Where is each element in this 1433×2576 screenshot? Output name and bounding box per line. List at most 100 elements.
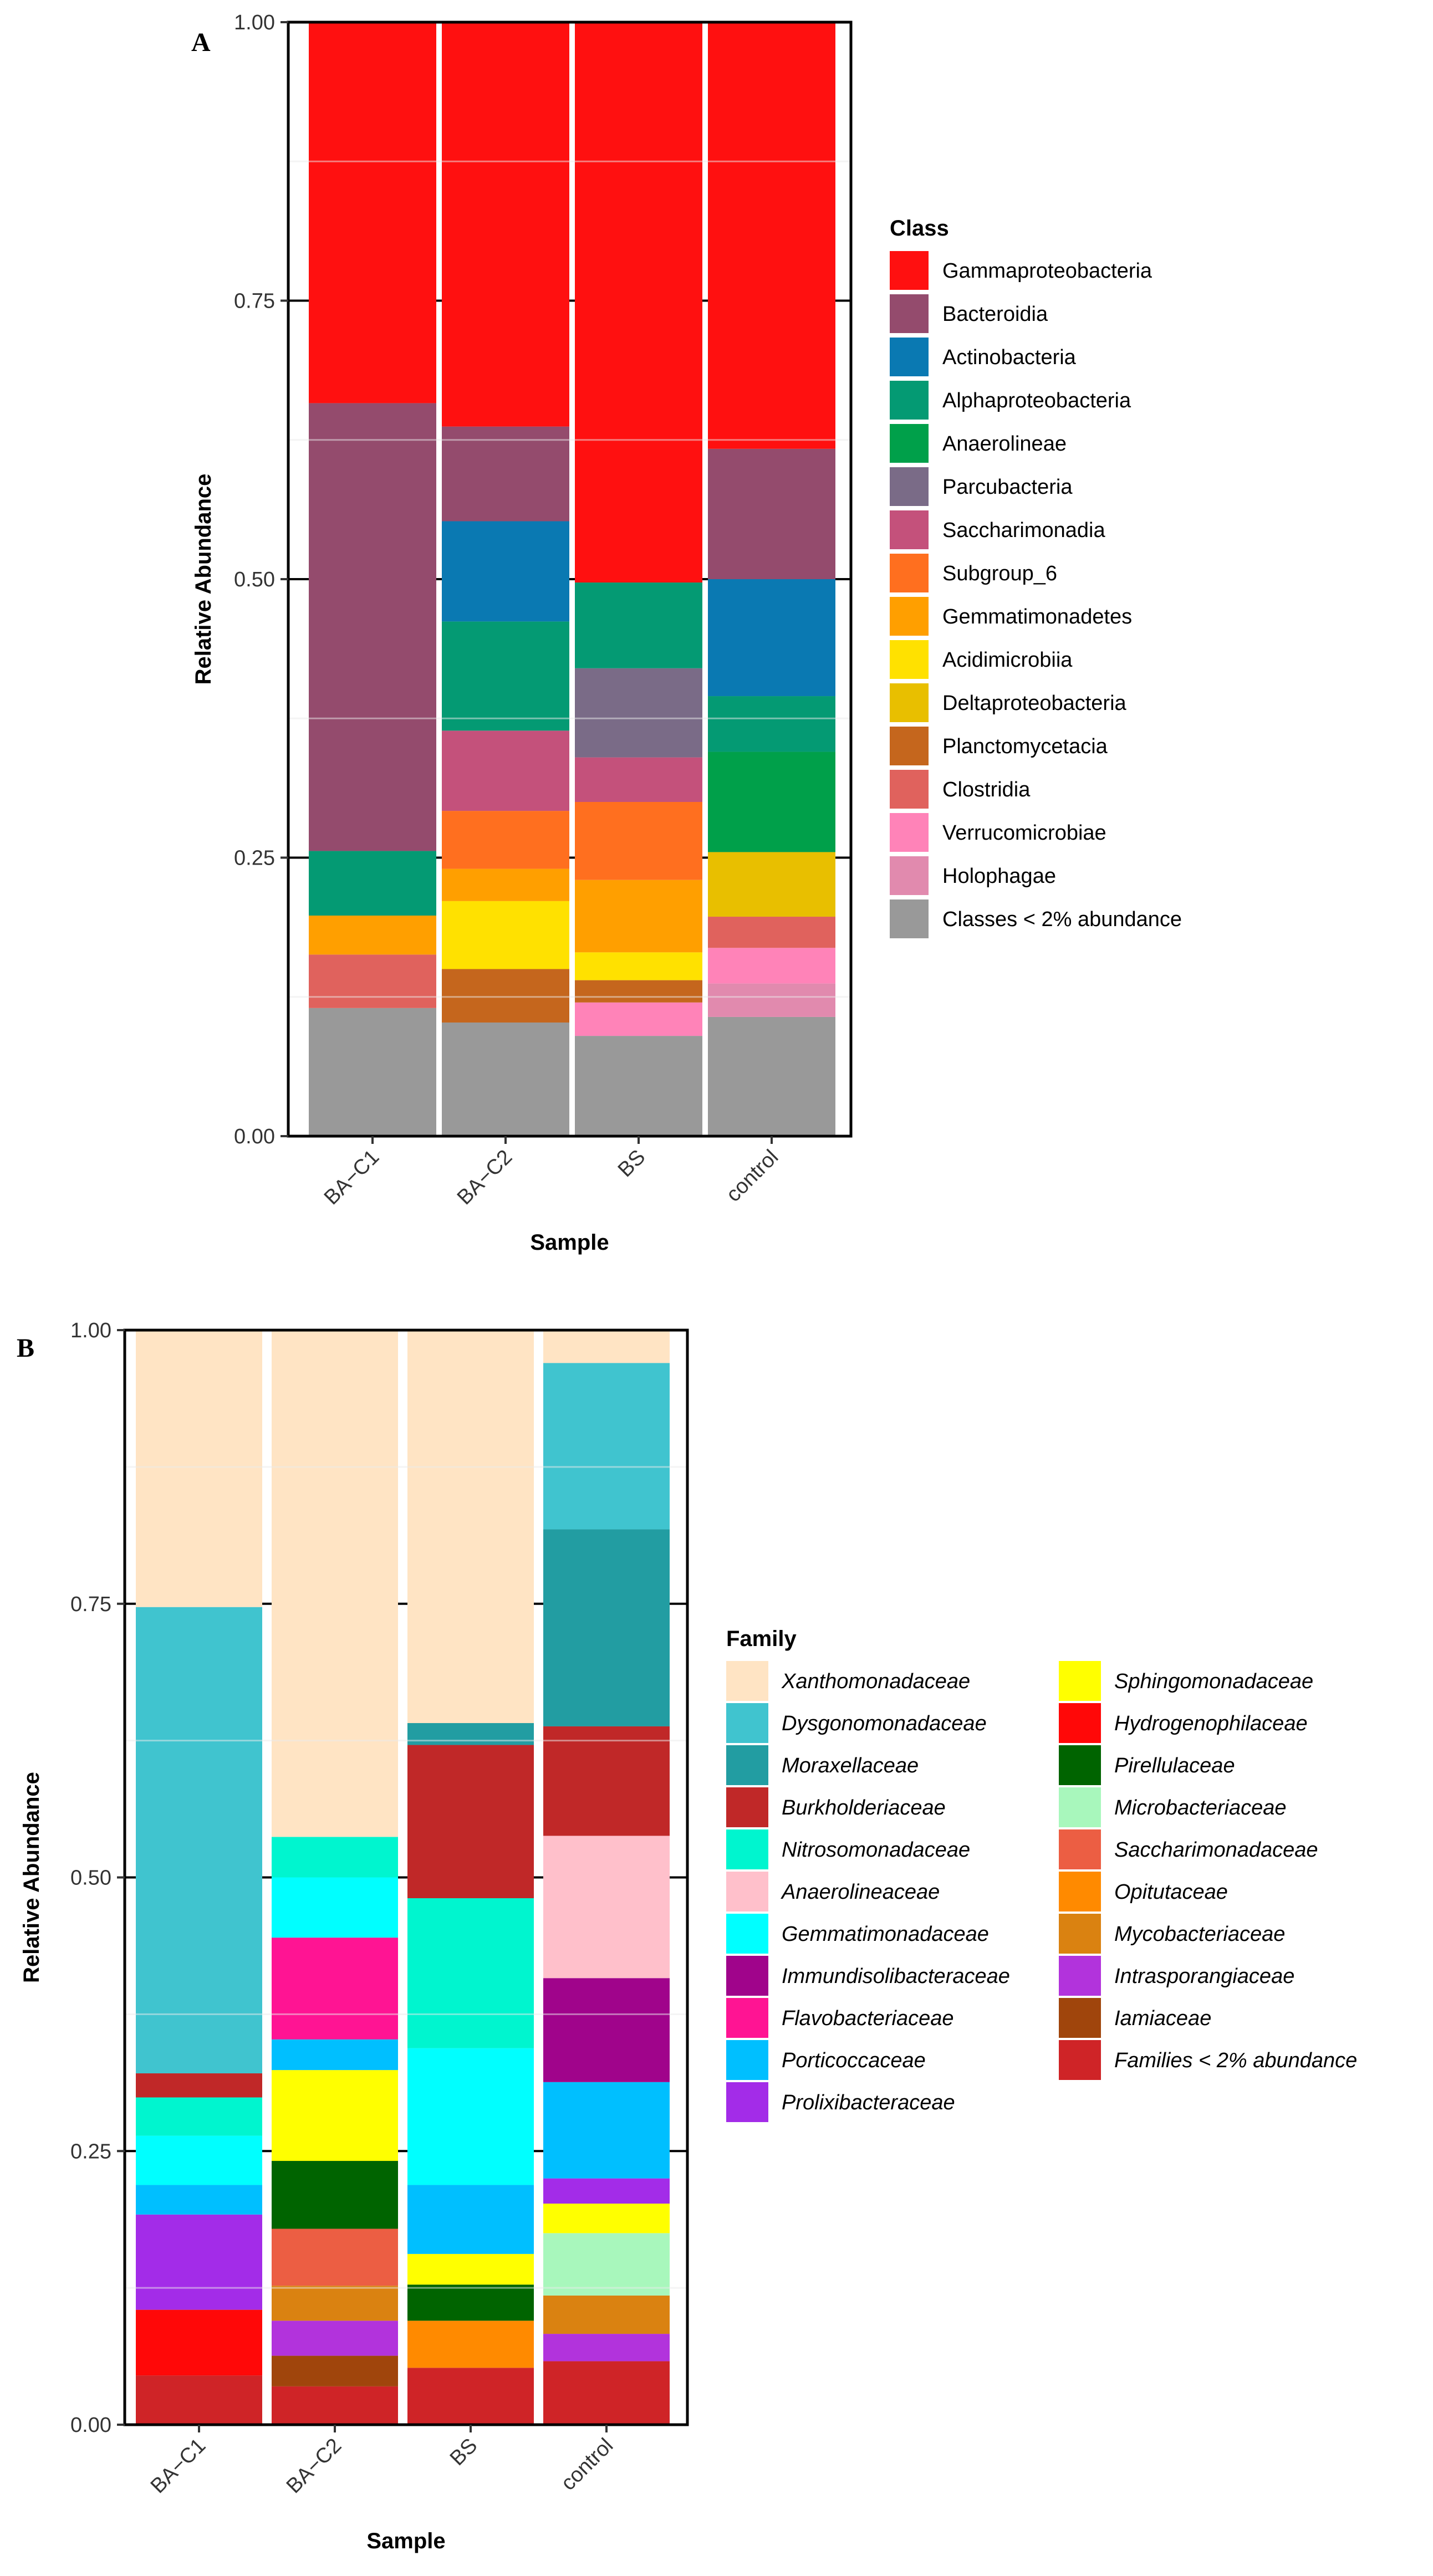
b-legend-label-immundisolibacteraceae: Immundisolibacteraceae — [782, 1965, 1010, 1988]
a-y-tick-label: 0.75 — [234, 290, 275, 313]
a-y-tick-label: 1.00 — [234, 11, 275, 34]
b-bar-ba-c2-iamiaceae — [272, 2355, 398, 2386]
a-bar-bs-subgroup-6 — [575, 802, 702, 880]
b-bar-bs-families-2-abundance — [407, 2368, 534, 2425]
b-legend-label-sphingomonadaceae: Sphingomonadaceae — [1114, 1670, 1313, 1693]
b-legend-label-anaerolineaceae: Anaerolineaceae — [781, 1880, 940, 1904]
b-legend-label-burkholderiaceae: Burkholderiaceae — [782, 1796, 946, 1819]
a-bar-ba-c1-gammaproteobacteria — [309, 22, 436, 403]
a-bar-ba-c2-actinobacteria — [442, 521, 569, 622]
b-bar-control-immundisolibacteraceae — [543, 1978, 670, 2082]
a-bar-control-alphaproteobacteria — [708, 696, 835, 752]
a-bar-control-gammaproteobacteria — [708, 22, 835, 449]
b-bar-control-prolixibacteraceae — [543, 2178, 670, 2204]
a-legend-swatch-subgroup-6 — [890, 554, 929, 592]
b-legend-swatch-mycobacteriaceae — [1059, 1914, 1101, 1954]
b-bar-control-families-2-abundance — [543, 2361, 670, 2425]
b-bar-ba-c1-xanthomonadaceae — [136, 1330, 262, 1607]
a-bar-bs-parcubacteria — [575, 668, 702, 758]
panel-b-letter: B — [17, 1333, 34, 1363]
a-bar-bs-saccharimonadia — [575, 757, 702, 802]
a-bar-bs-gammaproteobacteria — [575, 22, 702, 583]
b-bar-control-burkholderiaceae — [543, 1726, 670, 1836]
b-bar-ba-c2-mycobacteriaceae — [272, 2286, 398, 2321]
b-legend-swatch-intrasporangiaceae — [1059, 1956, 1101, 1996]
b-legend-label-mycobacteriaceae: Mycobacteriaceae — [1114, 1923, 1285, 1946]
a-legend-label-acidimicrobiia: Acidimicrobiia — [942, 648, 1073, 672]
b-bar-ba-c1-burkholderiaceae — [136, 2073, 262, 2098]
b-legend-swatch-immundisolibacteraceae — [726, 1956, 768, 1996]
b-legend-label-intrasporangiaceae: Intrasporangiaceae — [1114, 1965, 1294, 1988]
a-legend-swatch-verrucomicrobiae — [890, 813, 929, 852]
a-bar-control-anaerolineae — [708, 752, 835, 852]
a-legend-swatch-bacteroidia — [890, 294, 929, 333]
a-bar-bs-verrucomicrobiae — [575, 1002, 702, 1036]
b-legend-label-pirellulaceae: Pirellulaceae — [1114, 1754, 1235, 1777]
a-legend-label-verrucomicrobiae: Verrucomicrobiae — [942, 821, 1106, 845]
a-bar-ba-c1-gemmatimonadetes — [309, 916, 436, 955]
b-bar-control-microbacteriaceae — [543, 2233, 670, 2296]
b-legend-label-iamiaceae: Iamiaceae — [1114, 2007, 1211, 2030]
b-legend-swatch-flavobacteriaceae — [726, 1998, 768, 2038]
b-legend-label-flavobacteriaceae: Flavobacteriaceae — [782, 2007, 954, 2030]
b-bar-control-mycobacteriaceae — [543, 2295, 670, 2334]
b-legend-label-dysgonomonadaceae: Dysgonomonadaceae — [782, 1712, 987, 1735]
a-legend-swatch-acidimicrobiia — [890, 640, 929, 679]
a-x-axis-title: Sample — [530, 1230, 609, 1255]
b-bar-ba-c1-gemmatimonadaceae — [136, 2135, 262, 2185]
b-bar-bs-moraxellaceae — [407, 1723, 534, 1745]
a-x-tick-label-ba-c1: BA−C1 — [320, 1146, 384, 1210]
b-x-tick-label-bs: BS — [446, 2434, 482, 2471]
a-bar-bs-acidimicrobiia — [575, 952, 702, 980]
a-bar-control-deltaproteobacteria — [708, 852, 835, 917]
b-y-tick-label: 0.75 — [70, 1593, 111, 1616]
b-bar-control-moraxellaceae — [543, 1529, 670, 1726]
b-bar-bs-gemmatimonadaceae — [407, 2048, 534, 2185]
a-legend-swatch-gammaproteobacteria — [890, 251, 929, 290]
b-legend-swatch-prolixibacteraceae — [726, 2082, 768, 2122]
a-bar-ba-c2-gemmatimonadetes — [442, 868, 569, 901]
b-y-tick-label: 0.50 — [70, 1867, 111, 1890]
b-bar-ba-c2-pirellulaceae — [272, 2161, 398, 2229]
b-legend-label-porticoccaceae: Porticoccaceae — [782, 2049, 926, 2072]
b-y-tick-label: 0.25 — [70, 2140, 111, 2163]
a-legend-label-anaerolineae: Anaerolineae — [942, 432, 1067, 456]
b-x-tick-label-ba-c2: BA−C2 — [282, 2434, 346, 2498]
b-legend-swatch-pirellulaceae — [1059, 1745, 1101, 1785]
a-bar-bs-gemmatimonadetes — [575, 880, 702, 953]
b-legend-label-opitutaceae: Opitutaceae — [1114, 1880, 1228, 1904]
b-legend-swatch-burkholderiaceae — [726, 1787, 768, 1827]
b-legend-swatch-microbacteriaceae — [1059, 1787, 1101, 1827]
a-legend-label-alphaproteobacteria: Alphaproteobacteria — [942, 389, 1131, 412]
b-bar-bs-pirellulaceae — [407, 2284, 534, 2321]
a-legend-label-saccharimonadia: Saccharimonadia — [942, 519, 1105, 542]
a-y-tick-label: 0.00 — [234, 1125, 275, 1148]
a-legend-label-subgroup-6: Subgroup_6 — [942, 562, 1057, 585]
b-legend-swatch-anaerolineaceae — [726, 1872, 768, 1911]
a-legend-label-bacteroidia: Bacteroidia — [942, 303, 1048, 326]
a-y-tick-label: 0.50 — [234, 568, 275, 591]
panel-b-chart: 0.00 0.25 0.50 0.75 1.00 BA−C1 BA−C2 BS control S… — [19, 1319, 1357, 2553]
a-legend-swatch-clostridia — [890, 770, 929, 809]
b-legend-swatch-dysgonomonadaceae — [726, 1703, 768, 1743]
a-legend-label-clostridia: Clostridia — [942, 778, 1031, 801]
b-bar-ba-c1-prolixibacteraceae — [136, 2214, 262, 2310]
b-bar-control-anaerolineaceae — [543, 1836, 670, 1979]
a-legend-label-planctomycetacia: Planctomycetacia — [942, 735, 1108, 758]
b-bar-ba-c1-dysgonomonadaceae — [136, 1607, 262, 2074]
b-legend-swatch-saccharimonadaceae — [1059, 1829, 1101, 1869]
a-bar-ba-c1-bacteroidia — [309, 403, 436, 851]
b-legend-swatch-iamiaceae — [1059, 1998, 1101, 2038]
a-legend-label-gammaproteobacteria: Gammaproteobacteria — [942, 259, 1152, 283]
b-legend-label-gemmatimonadaceae: Gemmatimonadaceae — [782, 1923, 989, 1946]
b-legend-swatch-sphingomonadaceae — [1059, 1661, 1101, 1701]
a-bar-ba-c2-planctomycetacia — [442, 969, 569, 1023]
b-legend-label-prolixibacteraceae: Prolixibacteraceae — [782, 2091, 955, 2114]
b-y-tick-label: 0.00 — [70, 2414, 111, 2437]
b-bar-ba-c2-gemmatimonadaceae — [272, 1877, 398, 1938]
b-x-tick-label-control: control — [557, 2434, 618, 2495]
a-bar-control-bacteroidia — [708, 448, 835, 579]
a-bar-bs-classes-2-abundance — [575, 1036, 702, 1136]
b-legend-label-saccharimonadaceae: Saccharimonadaceae — [1114, 1838, 1318, 1862]
